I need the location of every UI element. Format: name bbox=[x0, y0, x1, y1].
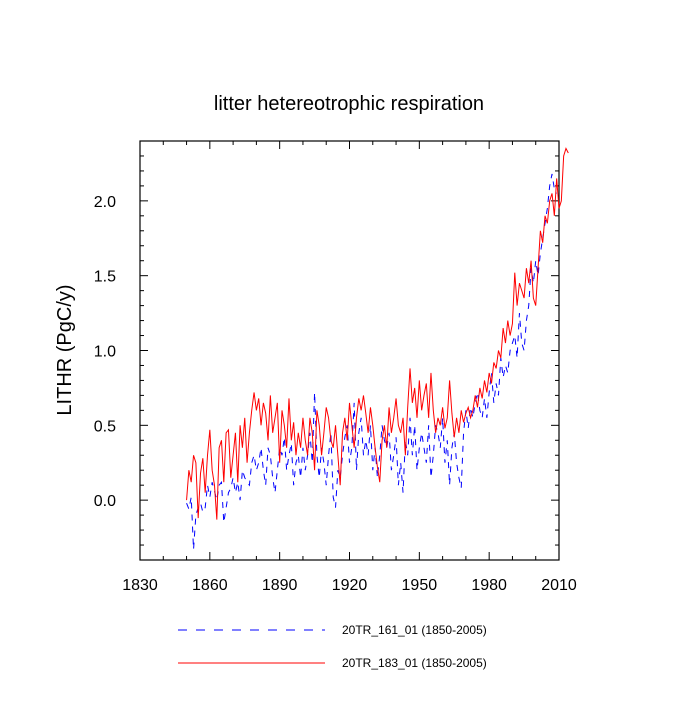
x-tick-label: 1980 bbox=[471, 577, 507, 594]
x-tick-label: 1950 bbox=[402, 577, 438, 594]
x-tick-label: 1920 bbox=[332, 577, 368, 594]
series-183-line bbox=[186, 147, 569, 520]
x-tick-label: 1890 bbox=[262, 577, 298, 594]
series-161-line bbox=[186, 173, 558, 550]
series-group bbox=[186, 147, 569, 550]
x-tick-label: 2010 bbox=[541, 577, 577, 594]
y-tick-label: 0.5 bbox=[94, 418, 116, 435]
plot-frame bbox=[139, 140, 560, 561]
axis-ticks: 1830 1860 1890 1920 1950 1980 2010 0.0 0.5 1.0 1.5… bbox=[94, 140, 577, 594]
legend-label-161: 20TR_161_01 (1850-2005) bbox=[342, 623, 487, 637]
y-tick-label: 2.0 bbox=[94, 194, 116, 211]
legend: 20TR_161_01 (1850-2005) 20TR_183_01 (1850… bbox=[178, 623, 487, 670]
chart-title: litter hetereotrophic respiration bbox=[214, 93, 484, 115]
y-tick-label: 1.5 bbox=[94, 269, 116, 286]
legend-label-183: 20TR_183_01 (1850-2005) bbox=[342, 656, 487, 670]
x-tick-label: 1860 bbox=[192, 577, 228, 594]
x-tick-label: 1830 bbox=[122, 577, 158, 594]
y-axis-label: LITHR (PgC/y) bbox=[54, 284, 76, 415]
y-tick-label: 0.0 bbox=[94, 493, 116, 510]
y-tick-label: 1.0 bbox=[94, 344, 116, 361]
